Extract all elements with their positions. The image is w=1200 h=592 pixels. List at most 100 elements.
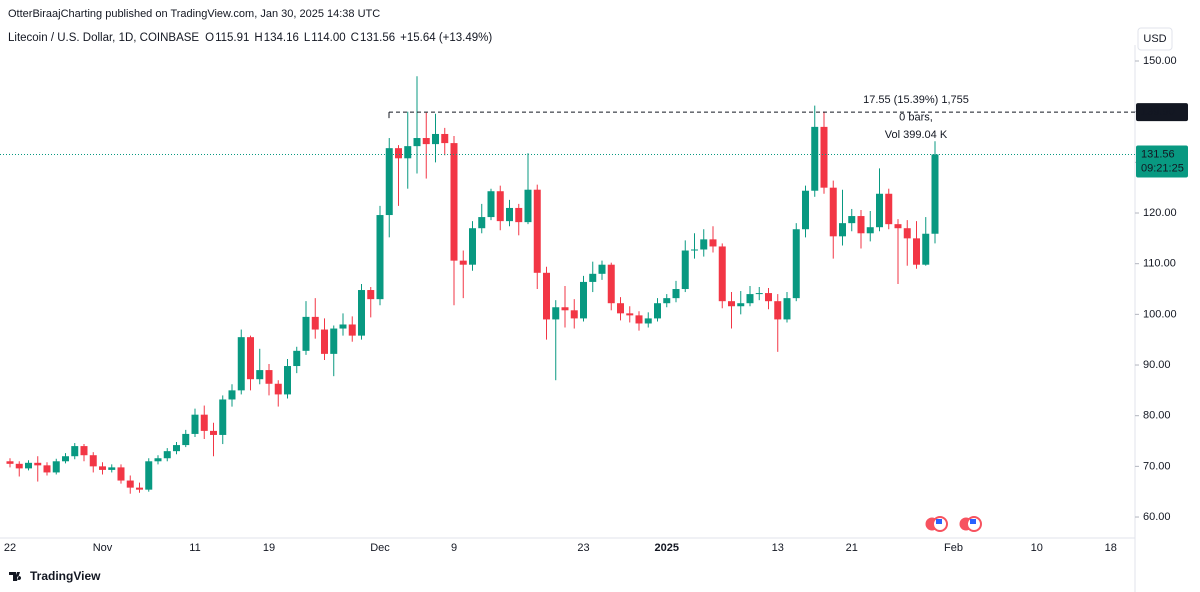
candle-body [626, 313, 634, 316]
candle-body [515, 207, 523, 223]
candle-body [552, 307, 560, 320]
candle-body [644, 318, 652, 324]
candle-body [829, 187, 837, 237]
candle-body [330, 328, 338, 354]
candle-body [580, 281, 587, 319]
candle-body [496, 191, 504, 222]
candle-body [237, 337, 245, 391]
candle-body [839, 223, 846, 237]
candle-body [52, 461, 60, 473]
candle-body [783, 298, 791, 320]
candle-body [506, 207, 513, 222]
level-tag [1136, 103, 1188, 122]
candle-body [765, 293, 772, 302]
ohlc-key: L [304, 32, 311, 44]
candle-body [71, 446, 79, 457]
measure-text: 0 bars, [899, 111, 933, 123]
measure-text: Vol 399.04 K [885, 129, 948, 141]
y-tick-label: 80.00 [1143, 410, 1171, 422]
ohlc-value: 131.56 [360, 32, 395, 44]
candle-body [432, 133, 439, 145]
candle-body [718, 246, 726, 302]
y-tick-label: 70.00 [1143, 460, 1171, 472]
candle-body [25, 462, 32, 469]
candle-body [681, 250, 689, 290]
candle-body [635, 315, 643, 324]
candle-body [136, 487, 143, 490]
candle-body [774, 301, 782, 320]
price-tag-label: 131.56 [1141, 148, 1175, 160]
change: +15.64 (+13.49%) [400, 32, 492, 44]
x-tick-label: Nov [93, 542, 113, 554]
symbol: Litecoin / U.S. Dollar, 1D, COINBASE [8, 32, 199, 44]
level-tag-label: 139.90 [1141, 106, 1175, 118]
candle-body [903, 228, 911, 239]
publisher: OtterBiraajCharting published on Trading… [8, 8, 380, 20]
candle-body [894, 224, 902, 229]
candle-body [154, 458, 162, 462]
candle-body [15, 463, 23, 469]
candle-body [524, 189, 532, 223]
brand-logo [9, 572, 22, 581]
candle-body [691, 249, 698, 251]
candle-body [173, 445, 180, 452]
candle-body [89, 455, 97, 467]
candle-body [395, 148, 402, 159]
candle-body [265, 370, 273, 384]
currency[interactable]: USD [1143, 33, 1166, 45]
price-tag [1136, 145, 1188, 178]
candle-body [182, 433, 190, 446]
ohlc-value: 114.00 [311, 32, 345, 44]
candle-body [145, 461, 153, 490]
candle-body [598, 264, 606, 274]
candle-body [617, 303, 624, 314]
candle-body [450, 143, 458, 261]
candle-body [191, 414, 199, 434]
ohlc-key: O [205, 32, 214, 44]
candle-body [126, 480, 134, 488]
x-tick-label: Feb [944, 542, 963, 554]
candle-body [6, 461, 14, 464]
candle-body [367, 290, 375, 300]
candle-body [607, 264, 615, 304]
candle-body [228, 390, 236, 400]
candle-body [163, 451, 171, 459]
candle-body [672, 289, 680, 299]
candle-body [931, 154, 939, 234]
candle-body [663, 298, 671, 304]
candle-body [62, 456, 69, 462]
candle-body [811, 126, 819, 191]
candle-body [922, 233, 930, 265]
candle-body [256, 370, 264, 380]
x-tick-label: 18 [1105, 542, 1117, 554]
candle-body [43, 465, 51, 473]
candle-body [857, 216, 865, 234]
candle-body [478, 217, 486, 229]
candle-body [339, 324, 347, 329]
candle-body [589, 273, 597, 282]
currency-box[interactable] [1137, 27, 1173, 51]
candle-body [274, 383, 282, 395]
candle-body [709, 239, 717, 247]
candle-body [385, 148, 393, 216]
candle-body [792, 229, 800, 299]
ohlc-value: 115.91 [215, 32, 249, 44]
x-tick-label: 13 [772, 542, 784, 554]
x-tick-label: 11 [189, 542, 200, 554]
candle-body [99, 466, 106, 470]
candle-body [561, 307, 569, 311]
candle-body [700, 239, 708, 250]
candle-body [469, 228, 476, 265]
candle-body [820, 126, 828, 188]
candle-body [876, 193, 883, 228]
candle-body [247, 337, 254, 380]
candle-body [654, 303, 661, 319]
ohlc-key: C [351, 32, 359, 44]
y-tick-label: 150.00 [1143, 55, 1177, 67]
x-tick-label: 19 [263, 542, 275, 554]
event-flags [924, 516, 982, 532]
candle-body [210, 430, 217, 435]
candle-body [302, 316, 310, 351]
